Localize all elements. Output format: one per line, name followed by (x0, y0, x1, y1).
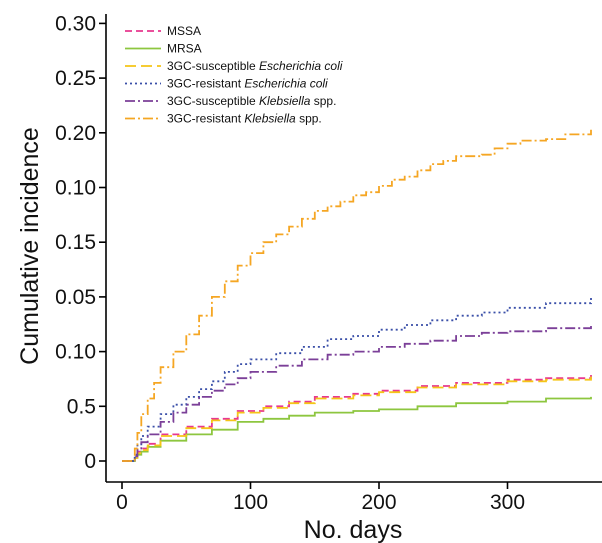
x-tick-label: 0 (116, 491, 128, 514)
series-line-3 (122, 376, 592, 462)
y-tick-label: 0.05 (55, 286, 96, 309)
legend-label: MRSA (167, 42, 202, 56)
y-tick-label: 0.20 (55, 122, 96, 145)
y-tick-label: 0.30 (55, 12, 96, 35)
legend-label: MSSA (167, 24, 201, 38)
series-line-5 (122, 323, 592, 462)
y-tick-label: 0 (84, 450, 96, 473)
x-tick-label: 300 (490, 491, 525, 514)
y-tick-label: 0.15 (55, 231, 96, 254)
y-axis-title: Cumulative incidence (16, 127, 44, 365)
legend-label: 3GC-resistant Klebsiella spp. (167, 112, 322, 126)
legend-label: 3GC-resistant Escherichia coli (167, 77, 328, 91)
series-line-1 (122, 375, 592, 462)
series-line-2 (122, 396, 592, 462)
series-lines (122, 129, 592, 462)
axes: 0 0.5 0.10 0.05 0.15 0.10 0.20 0.25 0.30 0 100 200 3… (55, 12, 602, 514)
x-tick-label: 100 (233, 491, 268, 514)
x-tick-label: 200 (361, 491, 396, 514)
legend-label: 3GC-susceptible Escherichia coli (167, 59, 343, 73)
y-tick-label: 0.10 (55, 341, 96, 364)
y-tick-label: 0.10 (55, 177, 96, 200)
y-tick-label: 0.5 (67, 395, 96, 418)
y-tick-label: 0.25 (55, 67, 96, 90)
legend-label: 3GC-susceptible Klebsiella spp. (167, 94, 336, 108)
x-axis-title: No. days (304, 516, 403, 543)
series-line-6 (122, 129, 592, 462)
legend: MSSA MRSA 3GC-susceptible Escherichia coli… (125, 24, 343, 126)
